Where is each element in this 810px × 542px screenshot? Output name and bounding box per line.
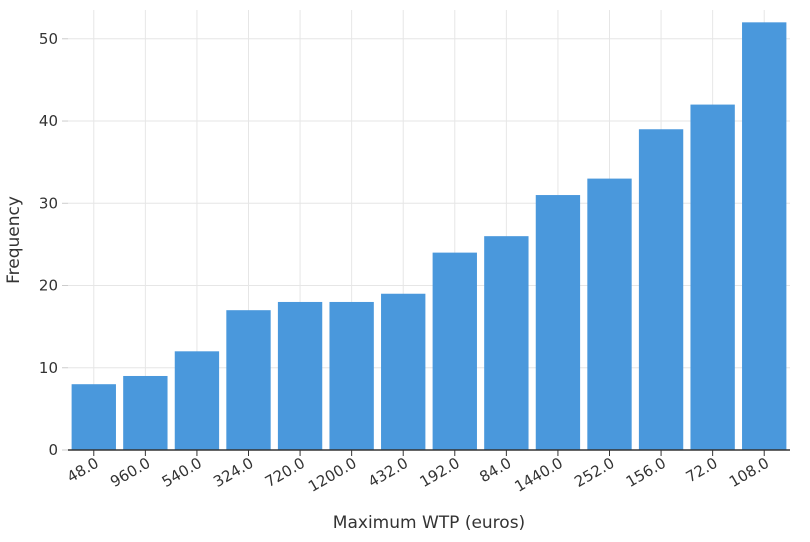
y-tick-label: 30 bbox=[39, 194, 58, 212]
y-axis-title: Frequency bbox=[4, 196, 24, 284]
y-tick-label: 10 bbox=[39, 359, 58, 377]
x-tick-label: 84.0 bbox=[476, 454, 514, 486]
x-tick-label: 72.0 bbox=[683, 454, 721, 486]
bar-108.0 bbox=[742, 22, 787, 450]
x-tick-label: 720.0 bbox=[262, 454, 308, 491]
x-axis-title: Maximum WTP (euros) bbox=[333, 513, 525, 533]
x-tick-label: 192.0 bbox=[417, 454, 463, 491]
x-tick-label: 540.0 bbox=[159, 454, 205, 491]
x-tick-label: 1440.0 bbox=[511, 454, 565, 496]
bar-1200.0 bbox=[329, 301, 374, 450]
bar-432.0 bbox=[381, 293, 426, 450]
bar-84.0 bbox=[484, 236, 529, 450]
x-tick-label: 156.0 bbox=[623, 454, 669, 491]
y-tick-labels: 0 10 20 30 40 50 bbox=[39, 30, 58, 459]
y-tick-label: 50 bbox=[39, 30, 58, 48]
bar-324.0 bbox=[226, 310, 271, 450]
bar-960.0 bbox=[123, 375, 168, 450]
x-tick-label: 432.0 bbox=[365, 454, 411, 491]
bar-48.0 bbox=[71, 384, 116, 450]
bar-156.0 bbox=[638, 129, 684, 451]
y-tick-label: 0 bbox=[48, 441, 58, 459]
x-tick-label: 108.0 bbox=[726, 454, 772, 491]
x-tick-label: 48.0 bbox=[64, 454, 102, 486]
bar-72.0 bbox=[690, 104, 735, 450]
bar-540.0 bbox=[174, 351, 220, 450]
y-tick-label: 40 bbox=[39, 112, 58, 130]
bar-252.0 bbox=[587, 178, 632, 450]
x-tick-label: 324.0 bbox=[210, 454, 256, 491]
bar-192.0 bbox=[432, 252, 477, 450]
x-tick-label: 252.0 bbox=[571, 454, 617, 491]
y-tick-label: 20 bbox=[39, 277, 58, 295]
x-tick-label: 1200.0 bbox=[305, 454, 359, 496]
bar-720.0 bbox=[277, 301, 323, 450]
bars bbox=[71, 22, 787, 451]
bar-1440.0 bbox=[535, 195, 581, 450]
x-tick-label: 960.0 bbox=[107, 454, 153, 491]
